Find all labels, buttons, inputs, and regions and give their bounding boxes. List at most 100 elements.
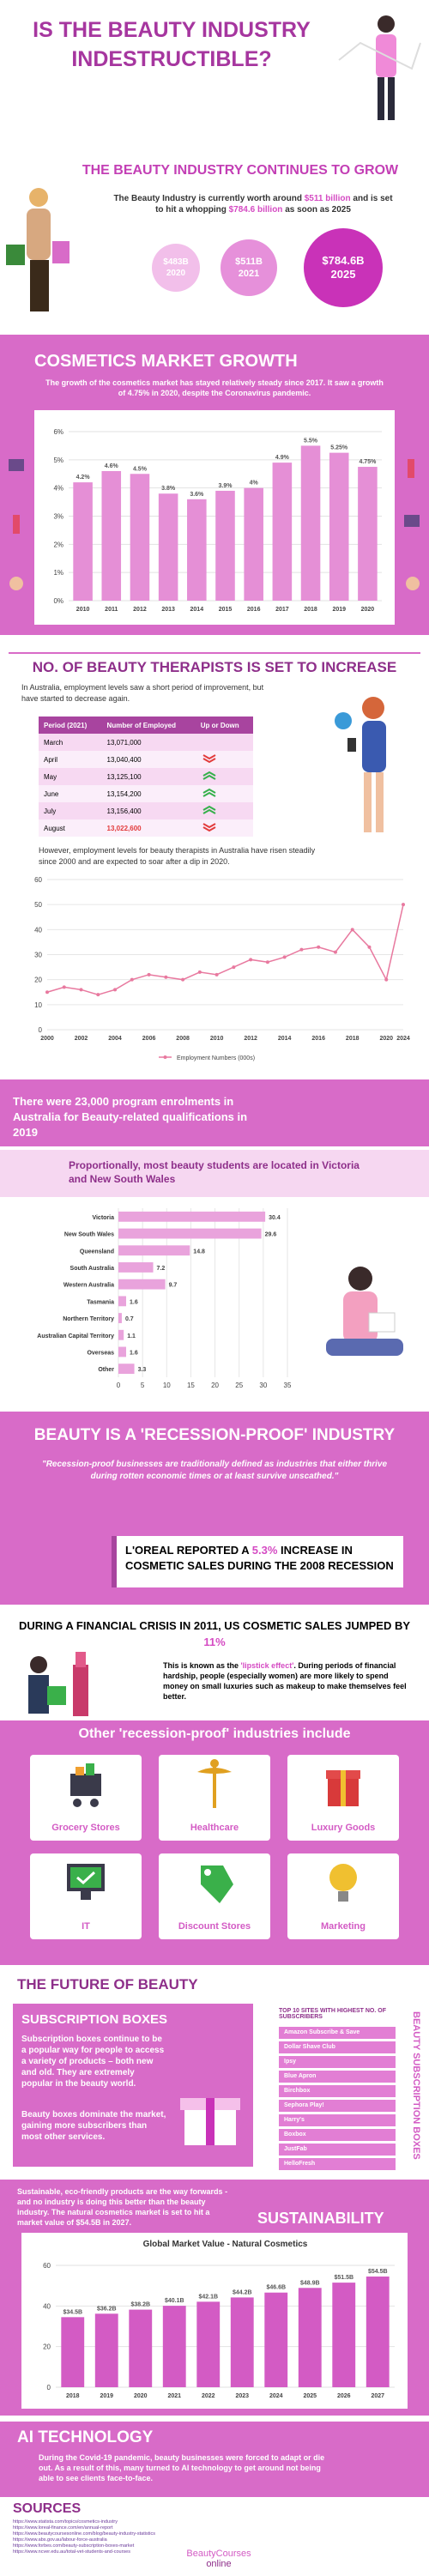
chart-title: Global Market Value - Natural Cosmetics (143, 2240, 308, 2249)
bar (272, 463, 293, 601)
x-tick-label: 2011 (105, 607, 118, 613)
point (282, 955, 287, 959)
text: INCREASE IN COSMETIC SALES DURING THE 20… (125, 1544, 394, 1572)
x-tick-label: 20 (211, 1382, 219, 1389)
reading-figure (326, 1267, 403, 1356)
td (195, 751, 253, 768)
x-tick-label: 5 (141, 1382, 145, 1389)
therapists-title: NO. OF BEAUTY THERAPISTS IS SET TO INCRE… (9, 652, 420, 676)
y-tick-label: 2% (53, 541, 63, 548)
growth-circles: $483B 2020 $511B 2021 $784.6B 2025 (152, 228, 383, 307)
employment-table: Period (2021) Number of Employed Up or Dow… (39, 717, 253, 837)
bar (118, 1279, 166, 1290)
value-label: 9.7 (169, 1283, 178, 1289)
th: Up or Down (195, 717, 253, 734)
td: 13,156,400 (101, 802, 196, 819)
site-item: Boxbox (279, 2129, 396, 2141)
lipstick-figure (28, 1652, 88, 1716)
source: https://www.beautycoursesonline.com/blog… (13, 2531, 155, 2537)
y-tick-label: 40 (43, 2302, 51, 2310)
value-label: 14.8 (193, 1249, 205, 1255)
point (130, 977, 134, 982)
bar (61, 2317, 85, 2387)
y-tick-label: 60 (43, 2262, 51, 2270)
x-tick-label: 15 (187, 1382, 195, 1389)
point (45, 990, 49, 995)
source: https://www.forbes.com/beauty-subscripti… (13, 2543, 135, 2549)
y-tick-label: 6% (53, 428, 63, 436)
logo-text: Beauty (186, 2549, 216, 2559)
y-tick-label: 0 (39, 1026, 43, 1034)
site-item: Blue Apron (279, 2071, 396, 2083)
value-label: $48.9B (300, 2280, 320, 2286)
page-title: IS THE BEAUTY INDUSTRY INDESTRUCTIBLE? (33, 18, 311, 71)
sites-title: TOP 10 SITES WITH HIGHEST NO. OF SUBSCRI… (279, 2008, 386, 2020)
value-label: $51.5B (334, 2275, 353, 2281)
x-tick-label: 2022 (202, 2393, 215, 2399)
shopper-figure (6, 188, 69, 311)
cosmetics-chart: 0% 1% 2% 3% 4% 5% 6% 4.2% 2010 4.6% 2011 4.5% 2012 3.… (34, 410, 395, 625)
text-highlight: 'lipstick effect' (240, 1661, 294, 1670)
value-label: 4% (250, 481, 259, 487)
cosmetics-text: The growth of the cosmetics market has s… (45, 378, 384, 397)
x-tick-label: 2019 (332, 607, 346, 613)
logo: BeautyCourses online (167, 2549, 270, 2569)
sites-list: Amazon Subscribe & Save Dollar Shave Club… (279, 2027, 396, 2173)
value-label: 0.7 (125, 1316, 134, 1322)
x-tick-label: 2006 (142, 1036, 156, 1042)
legend-label: Employment Numbers (000s) (177, 1055, 255, 1061)
therapists-text2: However, employment levels for beauty th… (39, 846, 316, 866)
circle-year: 2025 (331, 268, 356, 281)
x-tick-label: 2012 (133, 607, 147, 613)
bar (118, 1245, 190, 1256)
y-tick-label: Queensland (80, 1249, 114, 1255)
up-arrow (202, 771, 216, 780)
down-arrow (202, 754, 216, 764)
value-label: 4.6% (105, 463, 119, 469)
cosmetics-title: COSMETICS MARKET GROWTH (34, 352, 298, 371)
site-item: Ipsy (279, 2056, 396, 2068)
subscription-title: SUBSCRIPTION BOXES (21, 2012, 168, 2027)
bar (329, 452, 349, 601)
industry-card: Grocery Stores (30, 1755, 142, 1841)
point (367, 945, 372, 949)
industry-card: Marketing (287, 1853, 399, 1939)
value-label: 3.8% (161, 486, 176, 492)
industry-card: IT (30, 1853, 142, 1939)
industry-label: Discount Stores (178, 1921, 251, 1932)
circle-year: 2021 (239, 269, 259, 279)
x-tick-label: 2020 (379, 1036, 393, 1042)
value-label: 1.6 (130, 1299, 138, 1305)
value-label: $54.5B (368, 2269, 388, 2275)
x-tick-label: 2013 (161, 607, 175, 613)
industries-title: Other 'recession-proof' industries inclu… (78, 1726, 351, 1741)
point (62, 985, 66, 989)
side-label: BEAUTY SUBSCRIPTION BOXES (411, 2011, 421, 2160)
y-tick-label: 1% (53, 569, 63, 577)
td: April (39, 751, 102, 768)
y-tick-label: 50 (34, 901, 42, 909)
bar (358, 467, 378, 601)
value-label: 29.6 (265, 1232, 277, 1238)
value-label: $42.1B (198, 2294, 218, 2300)
value-label: $36.2B (97, 2306, 117, 2312)
bar (196, 2301, 221, 2387)
td (195, 734, 253, 751)
x-tick-label: 2010 (210, 1036, 224, 1042)
decor-figure (338, 15, 421, 120)
y-tick-label: Australian Capital Territory (37, 1333, 114, 1339)
value-label: 4.75% (359, 459, 377, 465)
employment-chart: 0 10 20 30 40 50 60 2000 2002 2004 2006 2008 2010 201… (34, 876, 410, 1061)
y-tick-label: New South Wales (64, 1232, 114, 1238)
value-label: $38.2B (130, 2302, 150, 2308)
y-tick-label: 20 (43, 2343, 51, 2351)
enrolments-text: There were 23,000 program enrolments in … (13, 1095, 248, 1139)
circle-amount: $784.6B (322, 254, 364, 267)
x-tick-label: 2014 (278, 1036, 292, 1042)
growth-text: The Beauty Industry is currently worth a… (112, 193, 395, 215)
value-label: 5.25% (330, 445, 348, 451)
x-tick-label: 2012 (244, 1036, 257, 1042)
x-tick-label: 2004 (108, 1036, 122, 1042)
text: DURING A FINANCIAL CRISIS IN 2011, US CO… (18, 1619, 411, 1632)
x-tick-label: 2025 (303, 2393, 317, 2399)
